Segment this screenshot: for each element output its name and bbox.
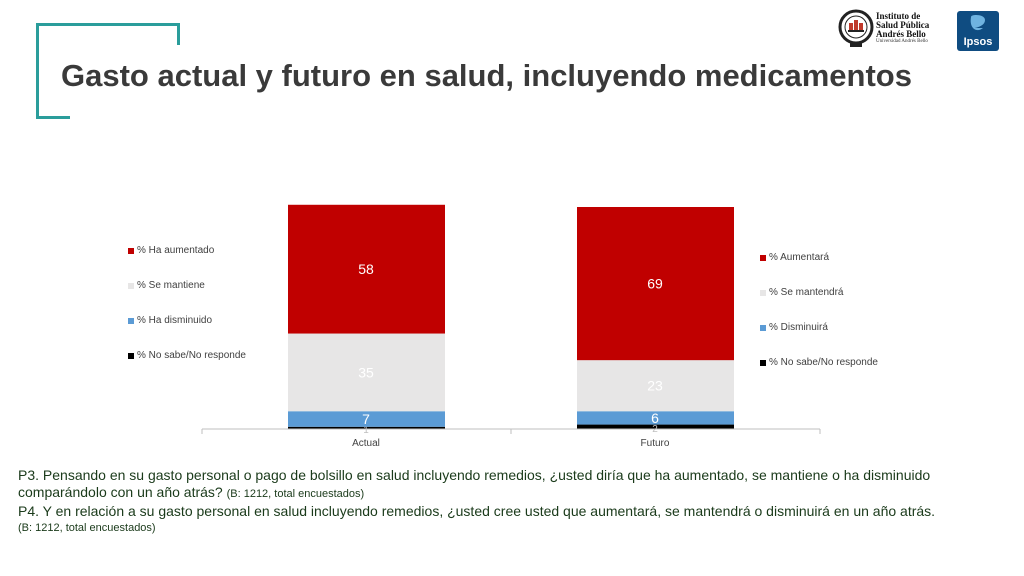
ipsos-wordmark: Ipsos xyxy=(964,36,993,48)
footnote: P3. Pensando en su gasto personal o pago… xyxy=(18,467,1008,537)
institute-logo: Instituto de Salud Pública Andrés Bello … xyxy=(838,9,938,53)
legend-item: % No sabe/No responde xyxy=(760,357,878,368)
frame-top-line xyxy=(36,23,180,26)
bar-segment xyxy=(288,333,445,412)
legend-swatch xyxy=(760,359,766,366)
legend-swatch xyxy=(128,352,134,359)
legend-item: % Ha disminuido xyxy=(128,315,212,326)
legend-item: % No sabe/No responde xyxy=(128,350,246,361)
legend-label: % Ha disminuido xyxy=(137,315,213,326)
data-label: 69 xyxy=(647,276,663,292)
data-label: 35 xyxy=(358,364,374,380)
question-p4: P4. Y en relación a su gasto personal en… xyxy=(18,503,936,519)
legend-item: % Se mantiene xyxy=(128,280,205,291)
bar-segment xyxy=(577,360,734,412)
legend-swatch xyxy=(128,317,134,324)
frame-right-line xyxy=(177,23,180,45)
data-label: 6 xyxy=(651,410,659,426)
legend-label: % Ha aumentado xyxy=(137,245,215,256)
frame-left-line xyxy=(36,23,39,119)
legend-item: % Ha aumentado xyxy=(128,245,214,256)
data-label: 58 xyxy=(358,261,374,277)
university-name: Universidad Andrés Bello xyxy=(876,39,928,44)
legend-left: % Ha aumentado % Se mantiene % Ha disminui… xyxy=(128,245,268,365)
data-label: 7 xyxy=(362,411,370,427)
legend-label: % No sabe/No responde xyxy=(769,357,878,368)
legend-item: % Se mantendrá xyxy=(760,287,844,298)
bar-segment xyxy=(288,411,445,427)
legend-label: % Se mantendrá xyxy=(769,287,844,298)
question-p4-base: (B: 1212, total encuestados) xyxy=(18,522,156,534)
legend-item: % Disminuirá xyxy=(760,322,828,333)
legend-swatch xyxy=(128,282,134,289)
legend-swatch xyxy=(760,254,766,261)
ipsos-logo: Ipsos xyxy=(957,11,999,51)
frame-bottom-line xyxy=(36,116,70,119)
bar-segment xyxy=(288,204,445,334)
legend-label: % Disminuirá xyxy=(769,322,828,333)
legend-right: % Aumentará % Se mantendrá % Disminuirá % N… xyxy=(760,252,900,372)
legend-item: % Aumentará xyxy=(760,252,829,263)
x-tick-label: Futuro xyxy=(641,438,670,449)
stacked-bar-chart: 173558Actual262369Futuro % Ha aumentado%… xyxy=(120,195,900,455)
question-p3-base: (B: 1212, total encuestados) xyxy=(226,488,365,500)
chart-plot-area: 173558Actual262369Futuro xyxy=(201,204,821,449)
page-title: Gasto actual y futuro en salud, incluyen… xyxy=(61,58,912,93)
data-label: 1 xyxy=(363,425,369,436)
legend-swatch xyxy=(760,289,766,296)
legend-label: % Aumentará xyxy=(769,252,830,263)
institute-name: Instituto de Salud Pública Andrés Bello xyxy=(876,11,930,39)
bar-segment xyxy=(288,426,445,429)
data-label: 23 xyxy=(647,378,663,394)
legend-swatch xyxy=(760,324,766,331)
bar-segment xyxy=(577,207,734,361)
bar-segment xyxy=(577,424,734,429)
bar-segment xyxy=(577,411,734,425)
x-tick-label: Actual xyxy=(352,438,380,449)
legend-label: % Se mantiene xyxy=(137,280,205,291)
institute-seal-icon xyxy=(838,9,874,47)
legend-swatch xyxy=(128,247,134,254)
legend-label: % No sabe/No responde xyxy=(137,350,246,361)
question-p3: P3. Pensando en su gasto personal o pago… xyxy=(18,467,931,500)
